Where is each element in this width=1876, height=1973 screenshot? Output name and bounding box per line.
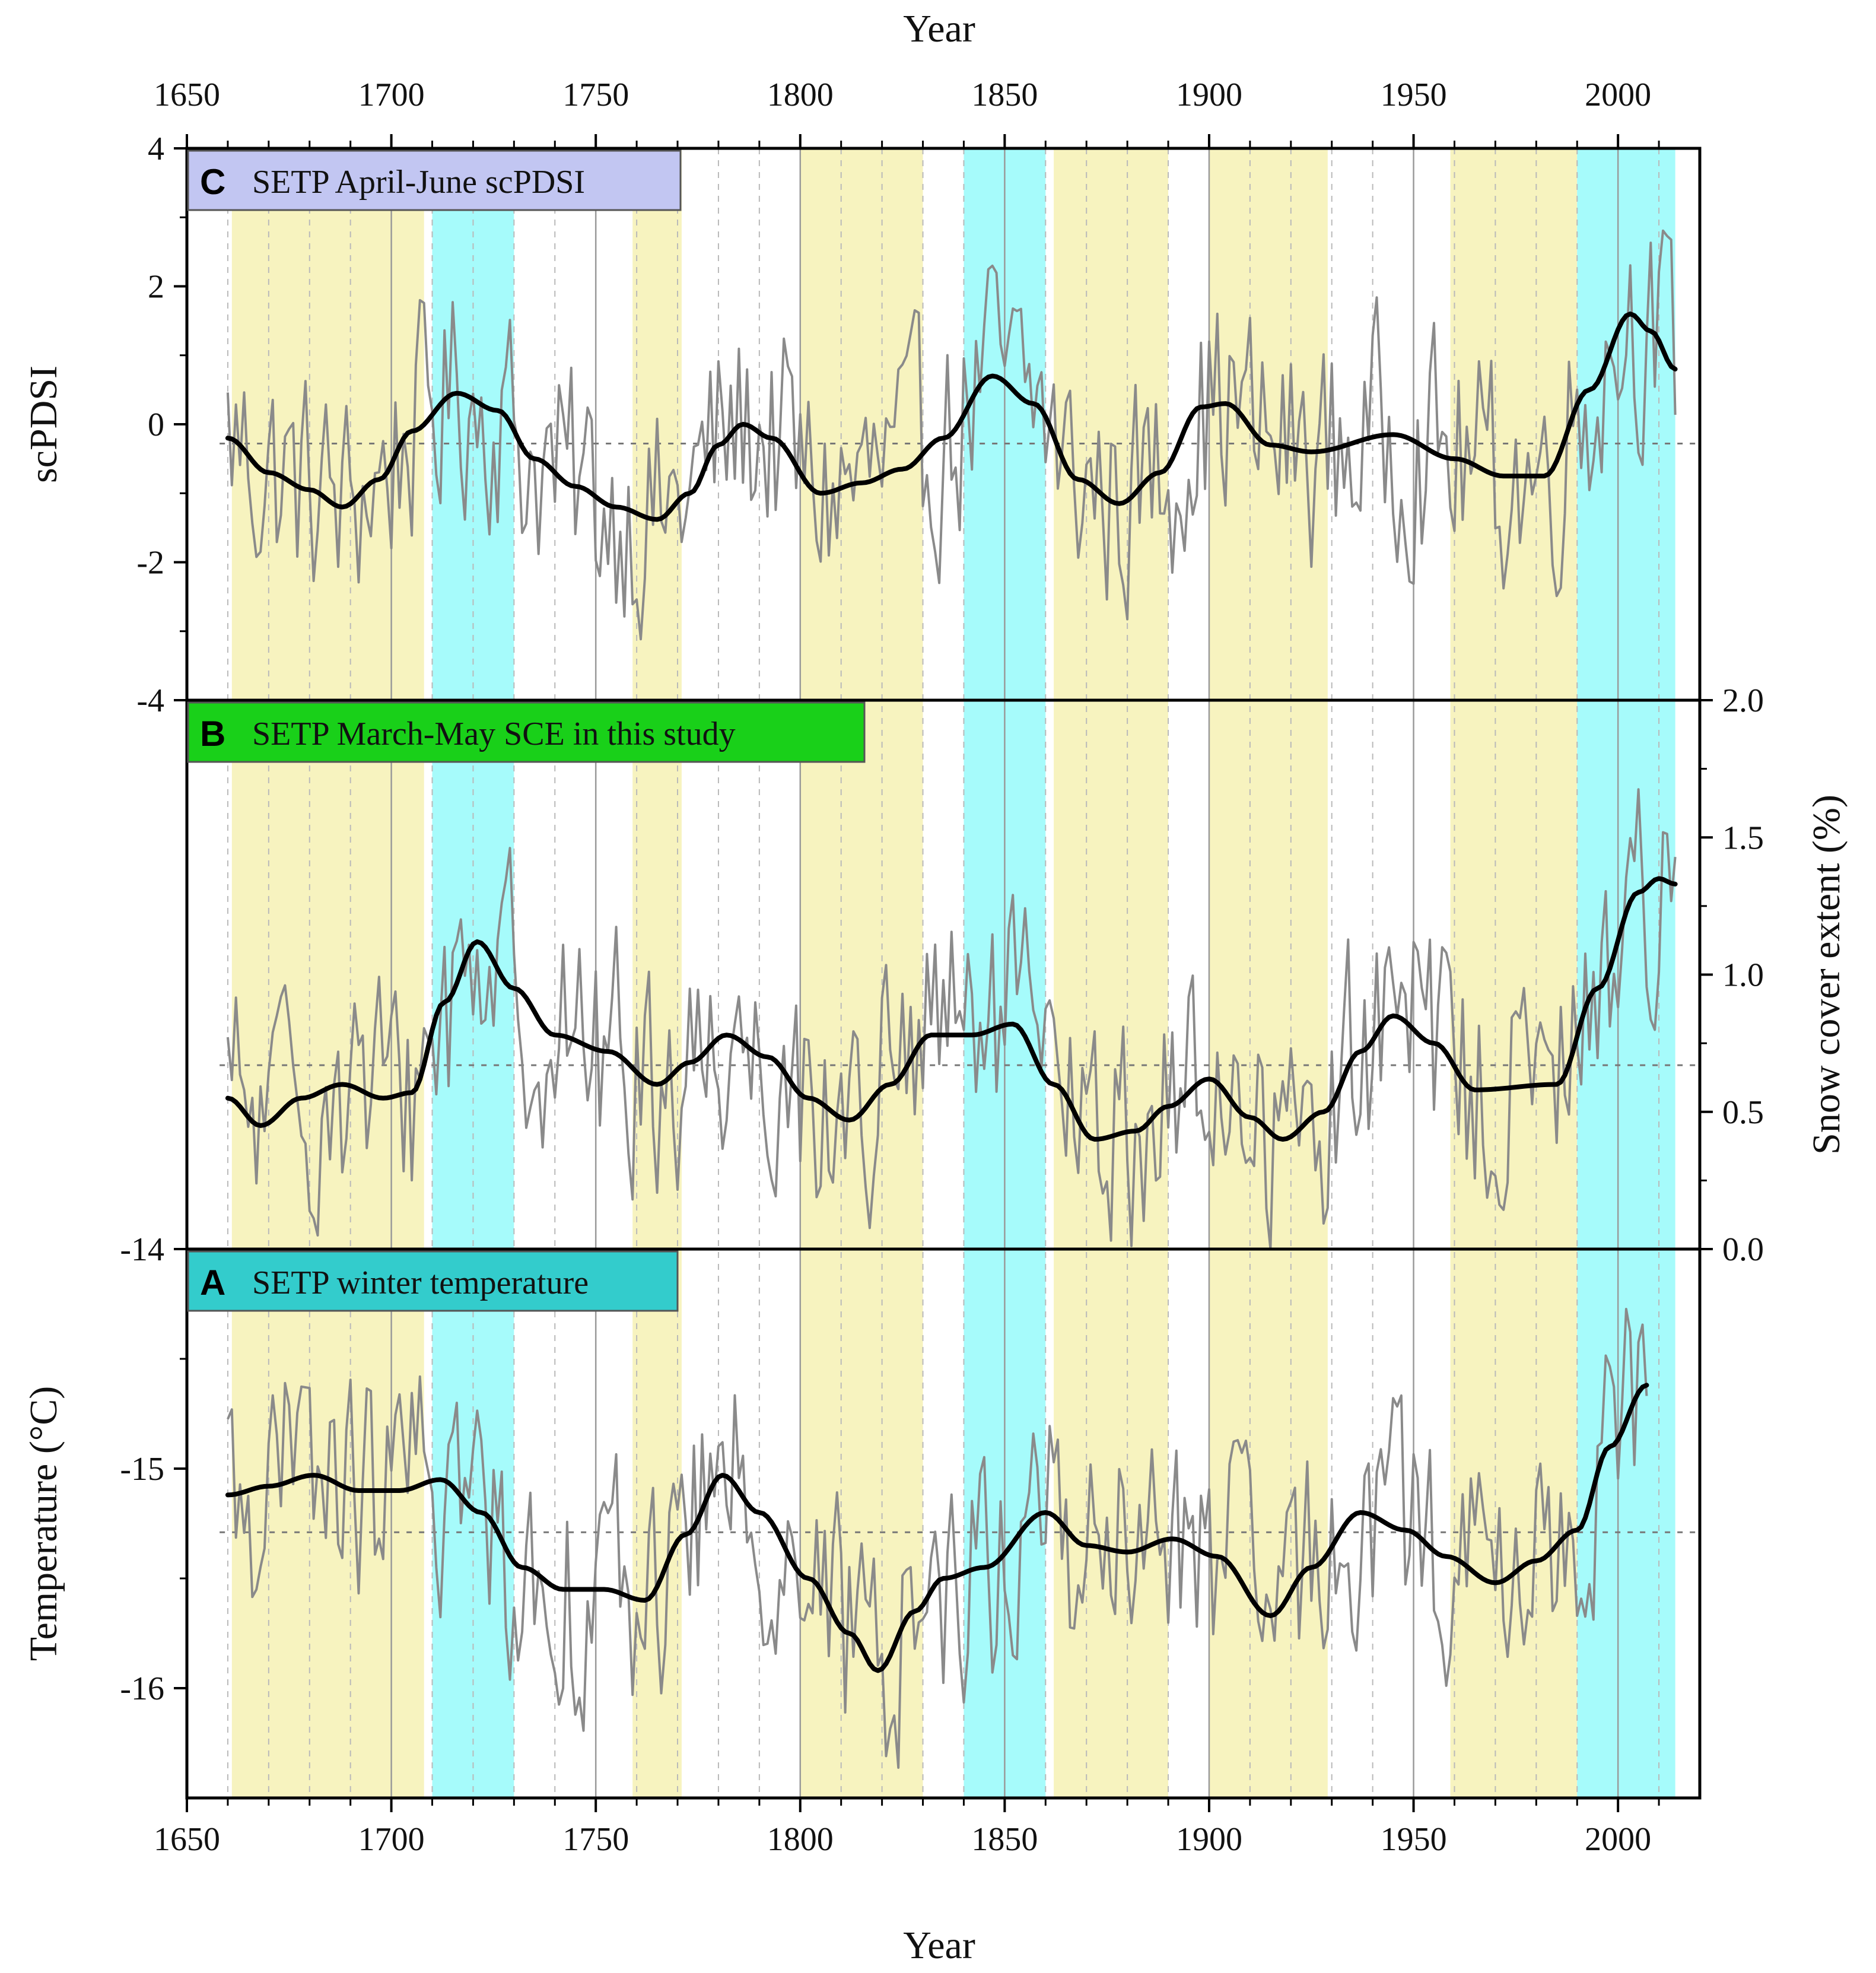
- panel-letter-B: B: [200, 714, 225, 754]
- axes-frame: [174, 134, 1713, 1812]
- band-yellow-1800: [800, 148, 923, 1798]
- panel-title-box-C: [187, 150, 682, 211]
- raw-series-A: [227, 1308, 1648, 1769]
- x-tick-label-top-2000: 2000: [1585, 77, 1651, 113]
- x-tick-label-top-1700: 1700: [358, 77, 425, 113]
- x-tick-label-bottom-1700: 1700: [358, 1821, 425, 1858]
- tick-labels: 4 2 0 -2 -4 scPDSI 2.0 1.5 1.0 0.5 0.0 Snow cover e…: [22, 77, 1848, 1858]
- y-tick-label-A-1: -15: [120, 1451, 164, 1488]
- y-tick-label-C-2: 0: [148, 406, 164, 443]
- y-tick-label-A-0: -14: [120, 1231, 164, 1268]
- panel-letter-C: C: [200, 162, 225, 202]
- panel-title-box-B: [187, 701, 866, 763]
- x-tick-label-bottom-2000: 2000: [1585, 1821, 1651, 1858]
- panel-title-text-A: SETP winter temperature: [252, 1265, 589, 1301]
- x-tick-label-bottom-1900: 1900: [1176, 1821, 1242, 1858]
- panel-title-B: B SETP March-May SCE in this study: [187, 701, 866, 763]
- y-tick-label-B-3: 0.5: [1722, 1094, 1764, 1131]
- x-tick-label-top-1800: 1800: [767, 77, 834, 113]
- x-axis-title-bottom: Year: [903, 1924, 975, 1967]
- x-tick-label-bottom-1850: 1850: [971, 1821, 1038, 1858]
- y-tick-label-C-4: -4: [136, 682, 164, 719]
- smoothed-series-A: [225, 1383, 1649, 1673]
- x-tick-label-top-1850: 1850: [971, 77, 1038, 113]
- y-tick-label-C-3: -2: [136, 545, 164, 582]
- raw-series-B: [226, 788, 1677, 1250]
- panel-title-A: A SETP winter temperature: [187, 1250, 679, 1312]
- raw-series-C: [226, 229, 1677, 641]
- x-tick-label-top-1950: 1950: [1381, 77, 1447, 113]
- x-tick-label-top-1900: 1900: [1176, 77, 1242, 113]
- y-tick-label-B-0: 2.0: [1722, 682, 1764, 719]
- y-tick-label-B-4: 0.0: [1722, 1231, 1764, 1268]
- band-cyan-1990: [1577, 148, 1675, 1798]
- smoothed-series-C: [225, 312, 1678, 522]
- y-axis-title-B: Snow cover extent (%): [1805, 795, 1848, 1155]
- y-axis-title-A: Temperature (°C): [22, 1386, 65, 1661]
- x-tick-label-top-1750: 1750: [562, 77, 629, 113]
- data-series: [220, 229, 1700, 1769]
- plot-frame: [185, 147, 1702, 1800]
- panel-title-text-C: SETP April-June scPDSI: [252, 164, 585, 201]
- panel-letter-A: A: [200, 1263, 225, 1302]
- y-tick-label-B-2: 1.0: [1722, 957, 1764, 994]
- x-tick-label-bottom-1950: 1950: [1381, 1821, 1447, 1858]
- y-tick-label-A-2: -16: [120, 1670, 164, 1707]
- band-yellow-1661: [231, 148, 424, 1798]
- y-axis-title-C: scPDSI: [22, 366, 65, 483]
- panel-title-text-B: SETP March-May SCE in this study: [252, 716, 736, 752]
- panel-titles: C SETP April-June scPDSI B SETP March-May S…: [187, 150, 866, 1312]
- y-tick-label-C-0: 4: [148, 131, 164, 167]
- smoothed-series-B: [225, 876, 1678, 1142]
- band-yellow-1959: [1450, 148, 1578, 1798]
- x-tick-label-bottom-1800: 1800: [767, 1821, 834, 1858]
- y-tick-label-C-1: 2: [148, 269, 164, 306]
- panel-title-box-A: [187, 1250, 679, 1312]
- panel-title-C: C SETP April-June scPDSI: [187, 150, 682, 211]
- x-axis-title-top: Year: [903, 7, 975, 50]
- x-tick-label-bottom-1650: 1650: [154, 1821, 220, 1858]
- y-tick-label-B-1: 1.5: [1722, 819, 1764, 856]
- x-tick-label-top-1650: 1650: [154, 77, 220, 113]
- x-tick-label-bottom-1750: 1750: [562, 1821, 629, 1858]
